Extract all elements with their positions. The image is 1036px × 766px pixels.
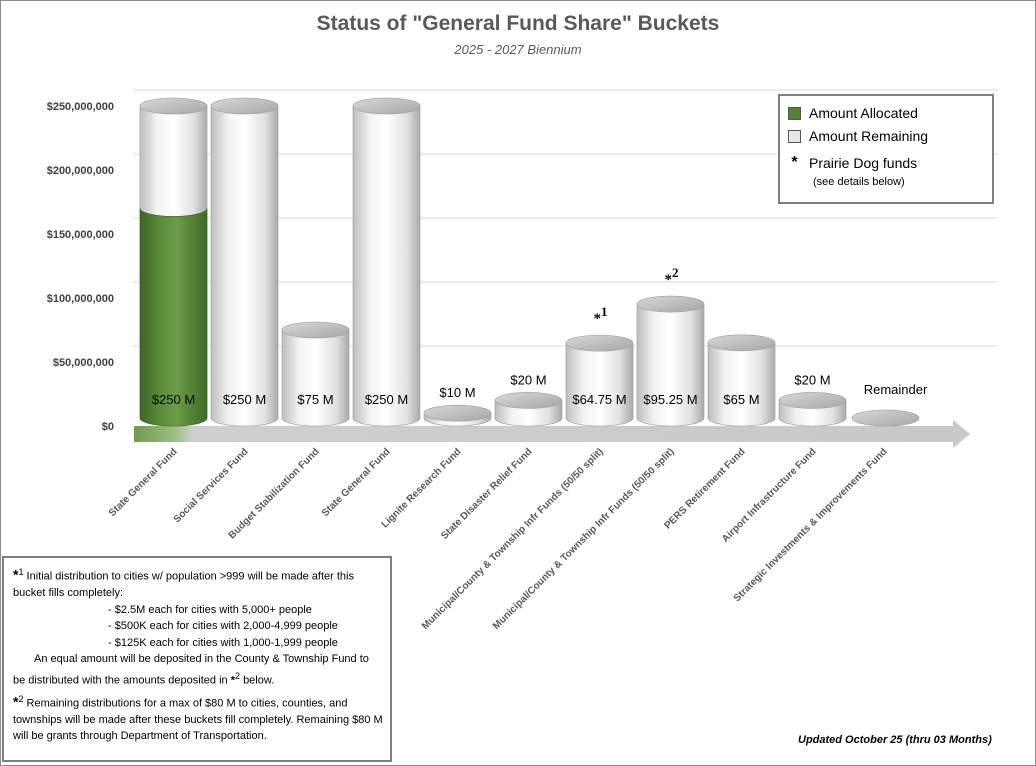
y-tick-label: $100,000,000 xyxy=(47,293,114,305)
x-tick-label: PERS Retirement Fund xyxy=(662,446,747,531)
legend-label-remaining: Amount Remaining xyxy=(809,128,929,144)
chart-legend: Amount Allocated Amount Remaining * Prai… xyxy=(778,94,994,204)
asterisk-icon: * xyxy=(13,566,19,583)
bar-remaining xyxy=(210,105,279,427)
asterisk-icon: * xyxy=(791,154,798,171)
footnote-1-paragraph: An equal amount will be deposited in the… xyxy=(13,651,384,689)
floor-arrow xyxy=(134,420,970,448)
bar-remaining xyxy=(707,342,776,427)
footnote-1-item: - $125K each for cities with 1,000-1,999… xyxy=(108,636,338,649)
chart-subtitle: 2025 - 2027 Biennium xyxy=(454,42,582,57)
footnote-2-text: Remaining distributions for a max of $80… xyxy=(13,697,383,743)
bar-group: $250 M xyxy=(210,97,279,427)
bar-value-label: $64.75 M xyxy=(572,392,626,407)
x-tick-label: Strategic Investments & Improvements Fun… xyxy=(732,446,890,604)
legend-swatch-allocated xyxy=(788,106,801,120)
bar-value-label: $65 M xyxy=(723,392,759,407)
bar-top-cap xyxy=(281,321,350,339)
bar-value-label: $75 M xyxy=(297,392,333,407)
footnote-2-sup: 2 xyxy=(18,693,24,704)
y-tick-label: $200,000,000 xyxy=(47,165,114,177)
footnote-1: *1 Initial distribution to cities w/ pop… xyxy=(13,564,384,602)
footnote-1-item: - $2.5M each for cities with 5,000+ peop… xyxy=(108,603,312,616)
x-tick-label: State General Fund xyxy=(107,446,180,519)
bar-top-cap xyxy=(423,404,492,422)
bar-remaining xyxy=(281,329,350,427)
bar-group: $64.75 M *1 xyxy=(565,304,634,427)
footnote-2: *2 Remaining distributions for a max of … xyxy=(13,691,384,745)
bar-value-label: $250 M xyxy=(365,392,408,407)
footnotes-box: *1 Initial distribution to cities w/ pop… xyxy=(2,556,392,762)
bar-remaining xyxy=(636,303,705,427)
bar-top-cap xyxy=(352,97,421,115)
y-tick-label: $50,000,000 xyxy=(53,357,114,369)
bar-remaining xyxy=(352,105,421,427)
x-tick-label: Social Services Fund xyxy=(172,446,251,525)
bar-top-cap xyxy=(778,392,847,409)
footnote-1-para-a: An equal amount will be deposited in the… xyxy=(13,653,369,687)
x-tick-label: Lignite Research Fund xyxy=(380,446,464,530)
legend-item-allocated: Amount Allocated xyxy=(788,105,918,121)
bar-value-label: $250 M xyxy=(223,392,266,407)
bar-value-label: Remainder xyxy=(864,382,928,397)
legend-label-allocated: Amount Allocated xyxy=(809,105,918,121)
bar-top-cap xyxy=(139,97,208,115)
footnote-1-para-ref: 2 xyxy=(234,670,240,681)
asterisk-icon: * xyxy=(13,693,19,710)
bar-value-label: $20 M xyxy=(510,372,546,387)
bar-value-label: $10 M xyxy=(439,385,475,400)
footnote-1-para-b: below. xyxy=(243,674,275,687)
bar-group: $20 M xyxy=(494,372,563,427)
legend-item-prairie: * Prairie Dog funds xyxy=(788,154,917,172)
footnote-1-item: - $500K each for cities with 2,000-4,999… xyxy=(108,620,338,633)
bar-group: $250 M xyxy=(139,97,208,427)
bar-group: $10 M xyxy=(423,385,492,427)
bar-remaining xyxy=(565,342,634,427)
bar-marker: *2 xyxy=(665,265,679,288)
legend-swatch-remaining xyxy=(788,129,801,143)
bar-empty-disc xyxy=(851,409,920,427)
bar-top-cap xyxy=(494,392,563,409)
y-tick-label: $250,000,000 xyxy=(47,101,114,113)
x-tick-label: State General Fund xyxy=(320,446,393,519)
bar-group: $20 M xyxy=(778,372,847,427)
bar-top-cap xyxy=(565,334,634,352)
bar-top-cap xyxy=(636,295,705,313)
chart-title: Status of "General Fund Share" Buckets xyxy=(316,12,720,35)
y-tick-label: $150,000,000 xyxy=(47,229,114,241)
legend-item-remaining: Amount Remaining xyxy=(788,128,928,144)
legend-note: (see details below) xyxy=(813,176,905,188)
bar-group: $65 M xyxy=(707,334,776,427)
y-tick-label: $0 xyxy=(102,421,114,433)
footnote-1-text: Initial distribution to cities w/ popula… xyxy=(13,570,354,600)
bar-value-label: $20 M xyxy=(794,372,830,387)
asterisk-icon: * xyxy=(230,674,235,687)
bar-value-label: $95.25 M xyxy=(643,392,697,407)
bar-group: $250 M xyxy=(352,97,421,427)
bar-top-cap xyxy=(707,334,776,352)
bar-group: $75 M xyxy=(281,321,350,427)
bar-marker: *1 xyxy=(594,304,608,327)
bar-top-cap xyxy=(210,97,279,115)
bar-group: $95.25 M *2 xyxy=(636,265,705,427)
legend-label-prairie: Prairie Dog funds xyxy=(809,155,918,171)
bar-value-label: $250 M xyxy=(152,392,195,407)
bar-group: Remainder xyxy=(851,382,928,427)
updated-note: Updated October 25 (thru 03 Months) xyxy=(798,734,992,746)
bar-allocated xyxy=(139,208,208,427)
footnote-1-sup: 1 xyxy=(18,567,24,577)
